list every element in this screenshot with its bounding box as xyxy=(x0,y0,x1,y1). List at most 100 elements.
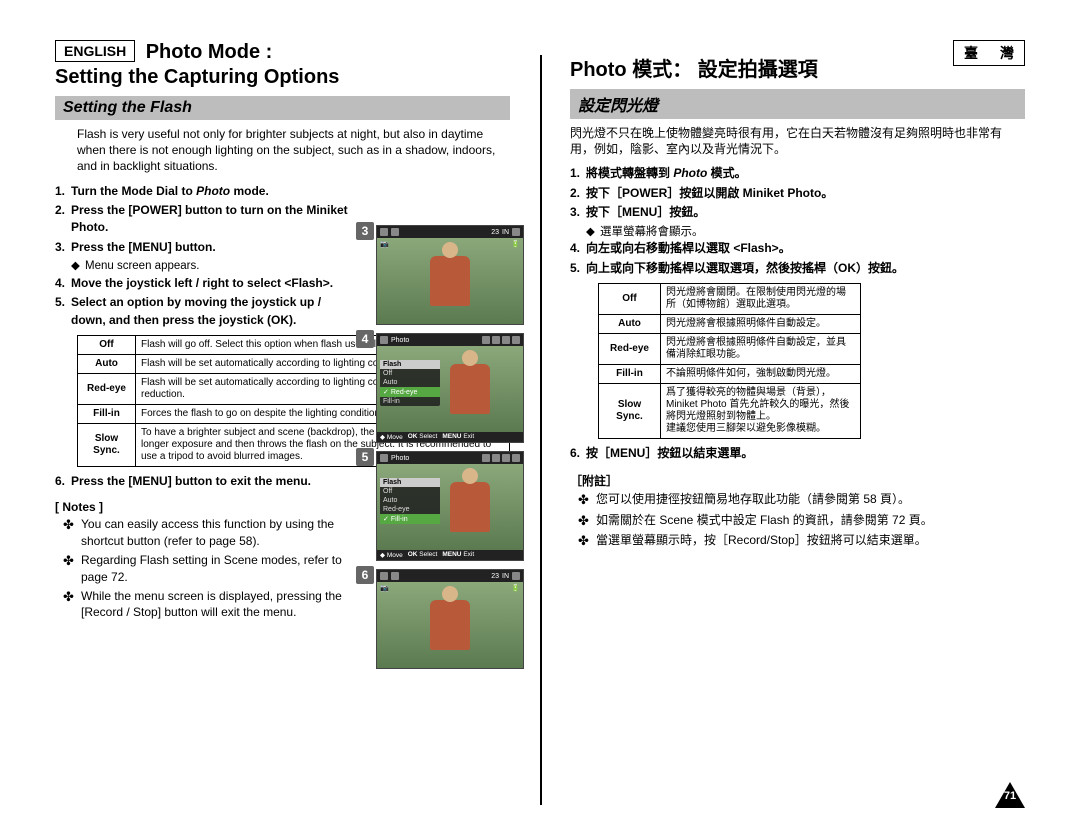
step-text: 按［MENU］按鈕以結束選單。 xyxy=(586,445,1025,462)
subject-child xyxy=(430,256,470,306)
bullet-icon: ✤ xyxy=(578,491,596,509)
step-text: Turn the Mode Dial to Photo mode. xyxy=(71,183,350,200)
section-subhead-zh: 設定閃光燈 xyxy=(570,89,1025,119)
exit-step-en: 6.Press the [MENU] button to exit the me… xyxy=(55,473,350,490)
manual-page: ENGLISH Photo Mode : Setting the Capturi… xyxy=(0,0,1080,830)
step-text: 將模式轉盤轉到 Photo 模式。 xyxy=(586,165,1025,182)
bullet-icon: ✤ xyxy=(63,516,81,550)
menu-item: Auto xyxy=(380,378,440,387)
step-text: Press the [POWER] button to turn on the … xyxy=(71,202,350,237)
step-text: Move the joystick left / right to select… xyxy=(71,275,350,292)
step-text: 按下［POWER］按鈕以開啟 Miniket Photo。 xyxy=(586,185,1025,202)
table-desc: 爲了獲得較亮的物體與場景（背景），Miniket Photo 首先允許較久的曝光… xyxy=(661,384,861,439)
shot-4: 4 Photo Flash OffAutoRed-eyeFill-in ◆ Mo… xyxy=(376,333,524,443)
title-line2: Setting the Capturing Options xyxy=(55,65,510,90)
camera-icon xyxy=(380,572,388,580)
table-desc: 閃光燈將會根據照明條件自動設定，並具備消除紅眼功能。 xyxy=(661,334,861,365)
camera-icon: 📷 xyxy=(380,240,389,248)
step-num: 5. xyxy=(570,260,586,277)
notes-zh: ✤您可以使用捷徑按鈕簡易地存取此功能（請參閱第 58 頁）。✤如需關於在 Sce… xyxy=(570,491,1025,550)
menu-item: Off xyxy=(380,487,440,496)
flash-table-zh: Off閃光燈將會關閉。在限制使用閃光燈的場所（如博物館）選取此選項。Auto閃光… xyxy=(598,283,861,439)
bullet-icon: ✤ xyxy=(63,552,81,586)
section-subhead-en: Setting the Flash xyxy=(55,96,510,120)
menu-item: Red-eye xyxy=(380,387,440,397)
note-text: 如需關於在 Scene 模式中設定 Flash 的資訊，請參閱第 72 頁。 xyxy=(596,512,933,530)
table-mode: Fill-in xyxy=(78,404,136,423)
note-text: While the menu screen is displayed, pres… xyxy=(81,588,355,622)
title-line1: Photo Mode : xyxy=(146,41,273,63)
table-mode: Auto xyxy=(599,315,661,334)
note-text: Regarding Flash setting in Scene modes, … xyxy=(81,552,355,586)
subject-child xyxy=(450,364,490,414)
shot-badge: 5 xyxy=(356,448,374,466)
step-sub: Menu screen appears. xyxy=(85,258,199,275)
menu-item: Off xyxy=(380,369,440,378)
step-num: 6. xyxy=(55,473,71,490)
menu-item: Fill-in xyxy=(380,514,440,524)
step-text: 向左或向右移動搖桿以選取 <Flash>。 xyxy=(586,240,1025,257)
shot-6: 6 23IN 📷🔋 xyxy=(376,569,524,669)
step-num: 4. xyxy=(55,275,71,292)
subject-child xyxy=(430,600,470,650)
table-mode: Red-eye xyxy=(78,373,136,404)
step-num: 5. xyxy=(55,294,71,329)
camera-icon xyxy=(380,336,388,344)
step-text: Select an option by moving the joystick … xyxy=(71,294,350,329)
step-num: 3. xyxy=(570,204,586,221)
step-num: 3. xyxy=(55,239,71,256)
bullet-icon: ✤ xyxy=(63,588,81,622)
table-desc: 閃光燈將會根據照明條件自動設定。 xyxy=(661,315,861,334)
flash-menu: Flash OffAutoRed-eyeFill-in xyxy=(380,360,440,406)
heading-row: ENGLISH Photo Mode : xyxy=(55,40,510,65)
count: 23 xyxy=(491,229,499,236)
step-num: 2. xyxy=(570,185,586,202)
shot-badge: 6 xyxy=(356,566,374,584)
step-num: 1. xyxy=(55,183,71,200)
bullet-icon: ✤ xyxy=(578,512,596,530)
camera-icon xyxy=(380,454,388,462)
shot-3: 3 23IN 📷🔋 xyxy=(376,225,524,325)
shot-badge: 3 xyxy=(356,222,374,240)
table-mode: Auto xyxy=(78,354,136,373)
table-mode: Off xyxy=(78,335,136,354)
table-mode: Fill-in xyxy=(599,365,661,384)
shot-5: 5 Photo Flash OffAutoRed-eyeFill-in ◆ Mo… xyxy=(376,451,524,561)
intro-zh: 閃光燈不只在晚上使物體變亮時很有用，它在白天若物體沒有足夠照明時也非常有用，例如… xyxy=(570,125,1025,157)
exit-step-zh: 6.按［MENU］按鈕以結束選單。 xyxy=(570,445,1025,462)
step-num: 1. xyxy=(570,165,586,182)
note-text: 您可以使用捷徑按鈕簡易地存取此功能（請參閱第 58 頁）。 xyxy=(596,491,910,509)
table-desc: 閃光燈將會關閉。在限制使用閃光燈的場所（如博物館）選取此選項。 xyxy=(661,284,861,315)
steps-zh: 1.將模式轉盤轉到 Photo 模式。2.按下［POWER］按鈕以開啟 Mini… xyxy=(570,165,1025,277)
note-text: 當選單螢幕顯示時，按［Record/Stop］按鈕將可以結束選單。 xyxy=(596,532,927,550)
table-mode: Slow Sync. xyxy=(78,423,136,466)
lang-label-zh: 臺 灣 xyxy=(953,40,1025,66)
flash-menu: Flash OffAutoRed-eyeFill-in xyxy=(380,478,440,524)
table-mode: Red-eye xyxy=(599,334,661,365)
notes-en: ✤You can easily access this function by … xyxy=(55,516,355,621)
menu-item: Red-eye xyxy=(380,505,440,514)
table-desc: 不論照明條件如何，強制啟動閃光燈。 xyxy=(661,365,861,384)
camera-icon: 📷 xyxy=(380,584,389,592)
bullet-icon: ✤ xyxy=(578,532,596,550)
step-num: 2. xyxy=(55,202,71,237)
step-sub: 選單螢幕將會顯示。 xyxy=(600,224,704,241)
intro-en: Flash is very useful not only for bright… xyxy=(55,126,510,175)
table-mode: Off xyxy=(599,284,661,315)
table-mode: Slow Sync. xyxy=(599,384,661,439)
camera-icon xyxy=(380,228,388,236)
menu-item: Auto xyxy=(380,496,440,505)
page-number: 71 xyxy=(995,782,1025,808)
lang-label-en: ENGLISH xyxy=(55,40,135,62)
step-text: Press the [MENU] button. xyxy=(71,239,350,256)
menu-item: Fill-in xyxy=(380,397,440,406)
step-text: 向上或向下移動搖桿以選取選項，然後按搖桿（OK）按鈕。 xyxy=(586,260,1025,277)
shot-badge: 4 xyxy=(356,330,374,348)
column-chinese: 臺 灣 Photo 模式： 設定拍攝選項 設定閃光燈 閃光燈不只在晚上使物體變亮… xyxy=(540,40,1025,805)
note-text: You can easily access this function by u… xyxy=(81,516,355,550)
step-text: 按下［MENU］按鈕。 xyxy=(586,204,1025,221)
step-text: Press the [MENU] button to exit the menu… xyxy=(71,473,350,490)
subject-child xyxy=(450,482,490,532)
lcd-screenshots: 3 23IN 📷🔋 4 Photo Flash OffAutoRed-eyeFi… xyxy=(376,225,524,677)
step-num: 6. xyxy=(570,445,586,462)
